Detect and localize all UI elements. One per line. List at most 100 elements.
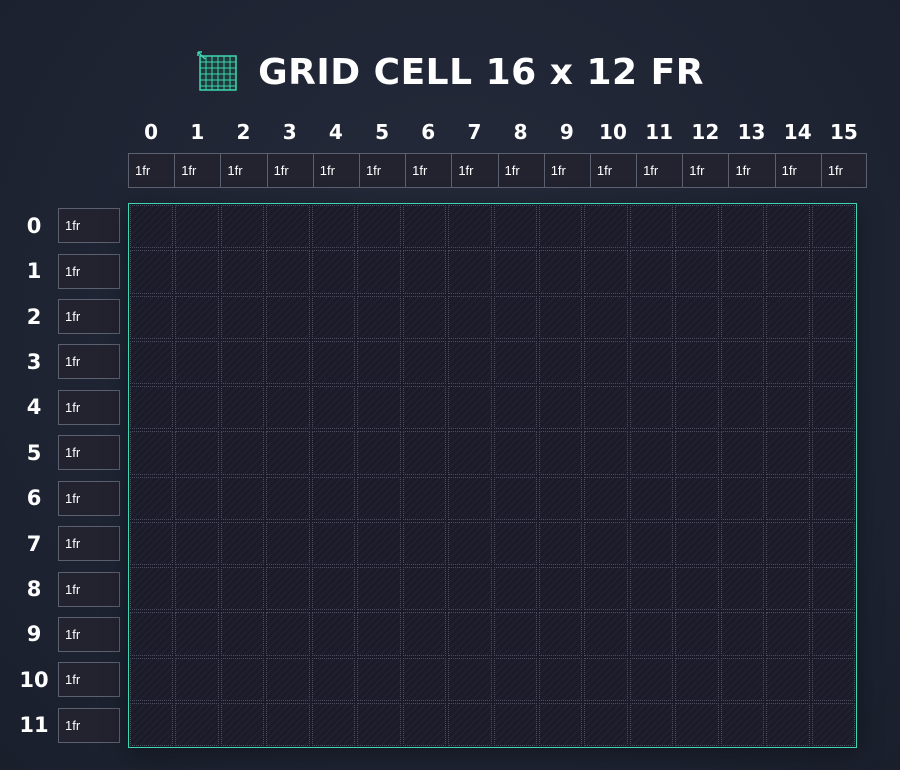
grid-cell[interactable] bbox=[766, 205, 810, 249]
grid-cell[interactable] bbox=[266, 567, 310, 611]
grid-cell[interactable] bbox=[584, 340, 628, 384]
grid-cell[interactable] bbox=[130, 521, 174, 565]
grid-cell[interactable] bbox=[175, 250, 219, 294]
grid-cell[interactable] bbox=[766, 521, 810, 565]
grid-cell[interactable] bbox=[402, 386, 447, 430]
grid-cell[interactable] bbox=[493, 386, 537, 430]
column-size-input[interactable] bbox=[728, 153, 775, 188]
grid-cell[interactable] bbox=[175, 205, 219, 249]
grid-cell[interactable] bbox=[720, 567, 765, 611]
grid-cell[interactable] bbox=[493, 521, 537, 565]
grid-cell[interactable] bbox=[584, 476, 628, 520]
grid-cell[interactable] bbox=[629, 250, 674, 294]
grid-cell[interactable] bbox=[220, 476, 265, 520]
grid-cell[interactable] bbox=[629, 205, 674, 249]
grid-cell[interactable] bbox=[402, 657, 447, 701]
grid-cell[interactable] bbox=[584, 521, 628, 565]
grid-cell[interactable] bbox=[493, 205, 537, 249]
grid-cell[interactable] bbox=[357, 431, 401, 475]
grid-cell[interactable] bbox=[811, 250, 855, 294]
grid-cell[interactable] bbox=[448, 567, 492, 611]
grid-cell[interactable] bbox=[130, 476, 174, 520]
grid-cell[interactable] bbox=[493, 657, 537, 701]
grid-cell[interactable] bbox=[811, 386, 855, 430]
grid-cell[interactable] bbox=[720, 295, 765, 339]
grid-cell[interactable] bbox=[448, 612, 492, 656]
grid-cell[interactable] bbox=[720, 431, 765, 475]
column-size-input[interactable] bbox=[636, 153, 683, 188]
column-size-input[interactable] bbox=[451, 153, 498, 188]
grid-cell[interactable] bbox=[130, 205, 174, 249]
column-size-input[interactable] bbox=[312, 153, 359, 188]
grid-cell[interactable] bbox=[675, 250, 719, 294]
grid-cell[interactable] bbox=[130, 295, 174, 339]
grid-cell[interactable] bbox=[584, 250, 628, 294]
grid-cell[interactable] bbox=[629, 567, 674, 611]
grid-cell[interactable] bbox=[629, 702, 674, 746]
row-size-input[interactable] bbox=[58, 435, 120, 471]
grid-cell[interactable] bbox=[493, 295, 537, 339]
grid-cell[interactable] bbox=[811, 567, 855, 611]
grid-cell[interactable] bbox=[402, 431, 447, 475]
grid-cell[interactable] bbox=[448, 702, 492, 746]
grid-cell[interactable] bbox=[311, 702, 356, 746]
column-size-input[interactable] bbox=[774, 153, 821, 188]
grid-cell[interactable] bbox=[130, 250, 174, 294]
grid-cell[interactable] bbox=[311, 567, 356, 611]
grid-cell[interactable] bbox=[538, 476, 583, 520]
grid-cell[interactable] bbox=[402, 702, 447, 746]
grid-cell[interactable] bbox=[357, 702, 401, 746]
row-size-input[interactable] bbox=[58, 299, 120, 335]
grid-canvas[interactable] bbox=[128, 203, 857, 748]
grid-cell[interactable] bbox=[493, 702, 537, 746]
grid-cell[interactable] bbox=[584, 295, 628, 339]
row-size-input[interactable] bbox=[58, 208, 120, 244]
grid-cell[interactable] bbox=[720, 657, 765, 701]
grid-cell[interactable] bbox=[311, 250, 356, 294]
grid-cell[interactable] bbox=[811, 340, 855, 384]
grid-cell[interactable] bbox=[402, 205, 447, 249]
grid-cell[interactable] bbox=[629, 476, 674, 520]
grid-cell[interactable] bbox=[220, 431, 265, 475]
row-size-input[interactable] bbox=[58, 662, 120, 698]
grid-cell[interactable] bbox=[402, 340, 447, 384]
grid-cell[interactable] bbox=[266, 205, 310, 249]
grid-cell[interactable] bbox=[629, 386, 674, 430]
grid-cell[interactable] bbox=[493, 567, 537, 611]
grid-cell[interactable] bbox=[220, 250, 265, 294]
grid-cell[interactable] bbox=[811, 205, 855, 249]
grid-cell[interactable] bbox=[357, 612, 401, 656]
grid-cell[interactable] bbox=[720, 702, 765, 746]
grid-cell[interactable] bbox=[811, 702, 855, 746]
grid-cell[interactable] bbox=[538, 250, 583, 294]
column-size-input[interactable] bbox=[820, 153, 867, 188]
grid-cell[interactable] bbox=[538, 521, 583, 565]
grid-cell[interactable] bbox=[311, 431, 356, 475]
grid-cell[interactable] bbox=[266, 702, 310, 746]
grid-cell[interactable] bbox=[130, 702, 174, 746]
grid-cell[interactable] bbox=[357, 340, 401, 384]
grid-cell[interactable] bbox=[538, 340, 583, 384]
grid-cell[interactable] bbox=[720, 205, 765, 249]
grid-cell[interactable] bbox=[448, 657, 492, 701]
grid-cell[interactable] bbox=[629, 612, 674, 656]
grid-cell[interactable] bbox=[266, 476, 310, 520]
grid-cell[interactable] bbox=[448, 476, 492, 520]
grid-cell[interactable] bbox=[811, 521, 855, 565]
grid-cell[interactable] bbox=[584, 657, 628, 701]
grid-cell[interactable] bbox=[538, 386, 583, 430]
grid-cell[interactable] bbox=[220, 340, 265, 384]
grid-cell[interactable] bbox=[130, 612, 174, 656]
grid-cell[interactable] bbox=[675, 205, 719, 249]
grid-cell[interactable] bbox=[311, 295, 356, 339]
grid-cell[interactable] bbox=[629, 657, 674, 701]
grid-cell[interactable] bbox=[675, 657, 719, 701]
grid-cell[interactable] bbox=[402, 295, 447, 339]
grid-cell[interactable] bbox=[220, 702, 265, 746]
grid-cell[interactable] bbox=[311, 657, 356, 701]
grid-cell[interactable] bbox=[766, 250, 810, 294]
grid-cell[interactable] bbox=[357, 295, 401, 339]
grid-cell[interactable] bbox=[493, 431, 537, 475]
grid-cell[interactable] bbox=[811, 657, 855, 701]
grid-cell[interactable] bbox=[220, 295, 265, 339]
